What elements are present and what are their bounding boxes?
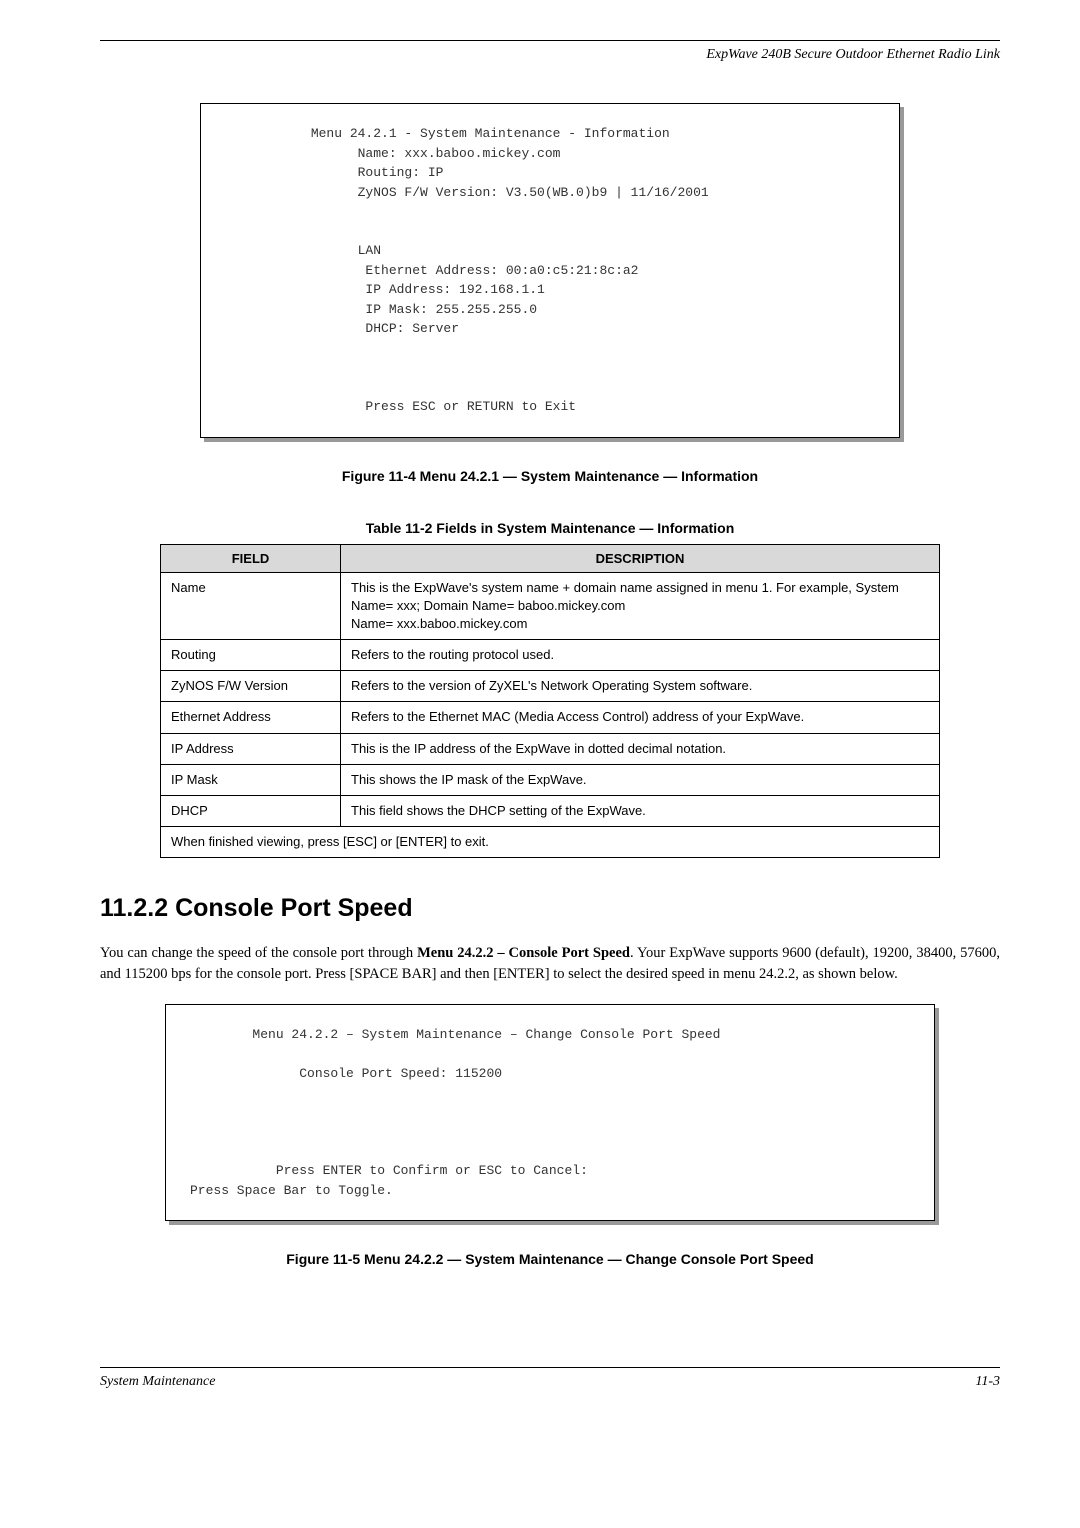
table-row: ZyNOS F/W VersionRefers to the version o…	[161, 671, 940, 702]
page-footer: System Maintenance 11-3	[100, 1367, 1000, 1390]
table-row: DHCPThis field shows the DHCP setting of…	[161, 796, 940, 827]
terminal-screen-2: Menu 24.2.2 – System Maintenance – Chang…	[165, 1004, 935, 1222]
col-header-desc: DESCRIPTION	[341, 544, 940, 572]
table-header-row: FIELD DESCRIPTION	[161, 544, 940, 572]
table-caption: Table 11-2 Fields in System Maintenance …	[100, 520, 1000, 536]
cell-desc: Refers to the routing protocol used.	[341, 640, 940, 671]
cell-desc: Refers to the version of ZyXEL's Network…	[341, 671, 940, 702]
footer-left: System Maintenance	[100, 1374, 215, 1390]
terminal-screen-1: Menu 24.2.1 - System Maintenance - Infor…	[200, 103, 900, 438]
table-footer-row: When finished viewing, press [ESC] or [E…	[161, 827, 940, 858]
cell-desc: This shows the IP mask of the ExpWave.	[341, 764, 940, 795]
table-footer-cell: When finished viewing, press [ESC] or [E…	[161, 827, 940, 858]
section-para: You can change the speed of the console …	[100, 943, 1000, 984]
cell-field: IP Address	[161, 733, 341, 764]
cell-desc: This field shows the DHCP setting of the…	[341, 796, 940, 827]
table-row: NameThis is the ExpWave's system name + …	[161, 572, 940, 640]
footer-right: 11-3	[975, 1374, 1000, 1390]
cell-field: Ethernet Address	[161, 702, 341, 733]
table-row: IP MaskThis shows the IP mask of the Exp…	[161, 764, 940, 795]
cell-desc: This is the ExpWave's system name + doma…	[341, 572, 940, 640]
table-row: RoutingRefers to the routing protocol us…	[161, 640, 940, 671]
table-row: Ethernet AddressRefers to the Ethernet M…	[161, 702, 940, 733]
cell-field: IP Mask	[161, 764, 341, 795]
section-heading: 11.2.2 Console Port Speed	[100, 894, 1000, 923]
table-row: IP AddressThis is the IP address of the …	[161, 733, 940, 764]
info-table: FIELD DESCRIPTION NameThis is the ExpWav…	[160, 544, 940, 859]
cell-field: ZyNOS F/W Version	[161, 671, 341, 702]
cell-field: Name	[161, 572, 341, 640]
figure-caption-2: Figure 11-5 Menu 24.2.2 — System Mainten…	[100, 1251, 1000, 1267]
cell-desc: Refers to the Ethernet MAC (Media Access…	[341, 702, 940, 733]
header-rule	[100, 40, 1000, 41]
cell-desc: This is the IP address of the ExpWave in…	[341, 733, 940, 764]
figure-caption-1: Figure 11-4 Menu 24.2.1 — System Mainten…	[100, 468, 1000, 484]
col-header-field: FIELD	[161, 544, 341, 572]
table-body: NameThis is the ExpWave's system name + …	[161, 572, 940, 858]
cell-field: Routing	[161, 640, 341, 671]
cell-field: DHCP	[161, 796, 341, 827]
page-header: ExpWave 240B Secure Outdoor Ethernet Rad…	[100, 47, 1000, 63]
